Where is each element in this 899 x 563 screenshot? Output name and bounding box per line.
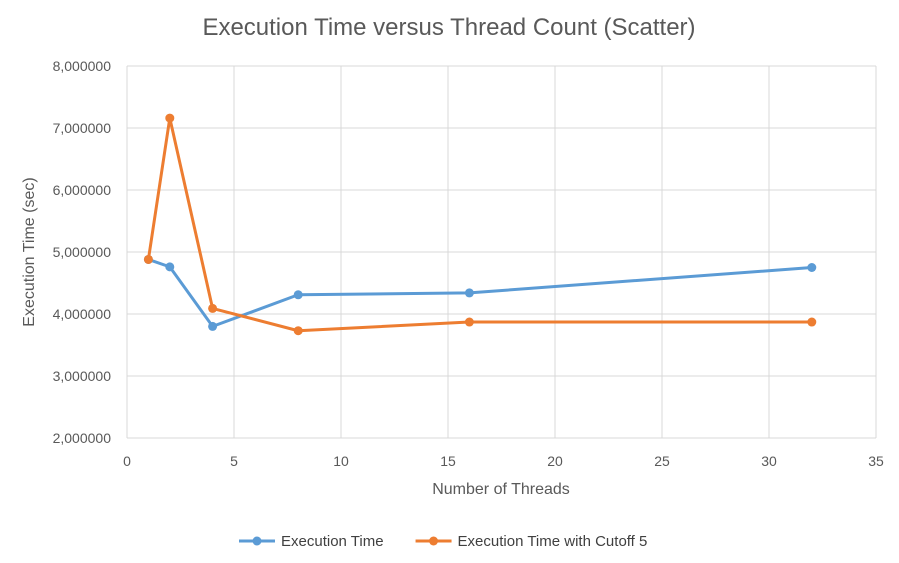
data-point xyxy=(464,317,474,327)
data-point xyxy=(208,303,218,313)
y-tick-label: 4,000000 xyxy=(53,306,112,322)
data-point xyxy=(165,113,175,123)
legend-item: Execution Time with Cutoff 5 xyxy=(415,533,648,550)
y-tick-label: 2,000000 xyxy=(53,430,112,446)
series-1 xyxy=(143,254,817,331)
x-tick-label: 10 xyxy=(333,453,349,469)
y-axis-ticks: 2,000000 3,000000 4,000000 5,000000 6,000000… xyxy=(53,58,112,446)
x-tick-label: 0 xyxy=(123,453,131,469)
y-tick-label: 5,000000 xyxy=(53,244,112,260)
x-tick-label: 20 xyxy=(547,453,563,469)
data-point xyxy=(807,263,817,272)
legend-swatch-marker xyxy=(429,536,439,546)
x-tick-label: 5 xyxy=(230,453,238,469)
chart-title: Execution Time versus Thread Count (Scat… xyxy=(202,14,695,41)
y-axis-label: Execution Time (sec) xyxy=(21,177,38,326)
legend-label: Execution Time with Cutoff 5 xyxy=(458,533,648,550)
x-tick-label: 35 xyxy=(868,453,884,469)
legend: Execution Time Execution Time with Cutoff… xyxy=(239,533,647,550)
y-tick-label: 3,000000 xyxy=(53,368,112,384)
x-tick-label: 25 xyxy=(654,453,670,469)
series-layer xyxy=(143,113,817,336)
data-point xyxy=(143,254,153,264)
data-point xyxy=(293,326,303,336)
series-line xyxy=(146,116,814,333)
x-axis-label: Number of Threads xyxy=(432,481,570,498)
data-point xyxy=(293,290,303,300)
x-axis-ticks: 0 5 10 15 20 25 30 35 xyxy=(123,453,884,469)
data-point xyxy=(165,262,175,272)
gridlines xyxy=(126,65,877,439)
y-tick-label: 8,000000 xyxy=(53,58,112,74)
y-tick-label: 6,000000 xyxy=(53,182,112,198)
data-point xyxy=(807,317,817,327)
data-point xyxy=(208,321,218,331)
y-tick-label: 7,000000 xyxy=(53,120,112,136)
x-tick-label: 15 xyxy=(440,453,456,469)
legend-swatch-marker xyxy=(252,536,262,546)
x-tick-label: 30 xyxy=(761,453,777,469)
legend-label: Execution Time xyxy=(281,533,384,550)
data-point xyxy=(464,288,474,298)
series-2 xyxy=(143,113,817,336)
legend-item: Execution Time xyxy=(239,533,384,550)
